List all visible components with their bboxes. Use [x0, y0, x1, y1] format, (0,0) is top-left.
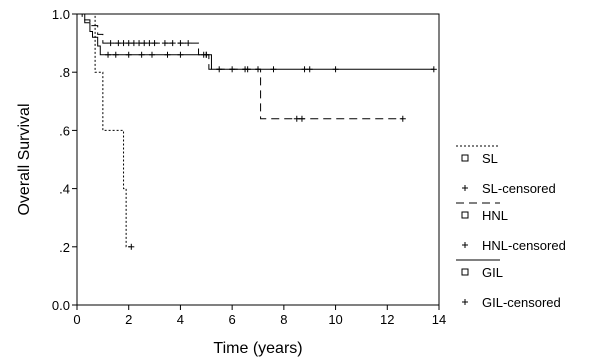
legend-square-marker	[461, 268, 469, 276]
censor-mark-gil	[306, 66, 313, 73]
y-tick-label: .6	[59, 123, 70, 138]
legend-plus-marker	[462, 242, 468, 248]
censor-mark-hnl	[151, 40, 158, 47]
legend: SL SL-censored HNL HNL-censored GIL GIL-censo…	[456, 145, 566, 310]
axis-layer: 0 2 4 6 8 10 12 14 0.0 .2 .4 .6 .8 1.0	[52, 7, 446, 327]
survival-line-sl	[77, 13, 132, 248]
y-tick-label: 0.0	[52, 298, 70, 313]
censor-mark-gil	[164, 51, 171, 58]
y-tick-label: 1.0	[52, 7, 70, 22]
censor-mark-hnl	[130, 40, 137, 47]
censor-mark-gil	[332, 66, 339, 73]
x-tick-label: 2	[125, 312, 132, 327]
y-axis-title: Overall Survival	[16, 103, 33, 215]
censor-mark-hnl	[169, 40, 176, 47]
y-tick-label: .4	[59, 182, 70, 197]
censor-mark-hnl	[293, 115, 300, 122]
plot-area	[76, 13, 440, 306]
censor-mark-sl	[128, 243, 135, 250]
legend-label-sl-censored: SL-censored	[482, 181, 556, 196]
censor-mark-gil	[112, 51, 119, 58]
x-tick-label: 10	[328, 312, 342, 327]
censor-mark-gil	[138, 51, 145, 58]
legend-label-sl: SL	[482, 151, 498, 166]
censor-mark-hnl	[146, 40, 153, 47]
censor-mark-hnl	[120, 40, 127, 47]
censor-mark-gil	[255, 66, 261, 73]
x-tick-label: 14	[432, 312, 446, 327]
censor-mark-gil	[177, 51, 184, 58]
censor-mark-hnl	[298, 115, 305, 122]
x-tick-label: 4	[177, 312, 184, 327]
censor-mark-hnl	[185, 40, 192, 47]
censor-mark-gil	[125, 51, 132, 58]
censor-mark-gil	[203, 51, 210, 58]
legend-square-marker	[461, 211, 469, 219]
censor-mark-gil	[229, 66, 236, 73]
censor-mark-gil	[430, 66, 437, 73]
censor-mark-gil	[242, 66, 249, 73]
survival-line-hnl	[77, 13, 403, 120]
x-tick-label: 6	[229, 312, 236, 327]
censor-mark-hnl	[136, 40, 143, 47]
survival-line-gil	[77, 13, 434, 70]
legend-label-gil-censored: GIL-censored	[482, 295, 561, 310]
series-layer	[77, 13, 437, 250]
x-tick-label: 12	[380, 312, 394, 327]
x-tick-label: 0	[73, 312, 80, 327]
censor-mark-gil	[301, 66, 308, 73]
censor-mark-hnl	[115, 40, 122, 47]
censor-mark-gil	[105, 51, 112, 58]
censor-mark-hnl	[161, 40, 168, 47]
censor-mark-gil	[270, 66, 277, 73]
censor-mark-hnl	[177, 40, 184, 47]
x-tick-label: 8	[280, 312, 287, 327]
legend-plus-marker	[462, 185, 468, 191]
censor-mark-hnl	[399, 115, 406, 122]
legend-square-marker	[461, 154, 469, 162]
legend-plus-marker	[462, 299, 468, 305]
censor-mark-hnl	[125, 40, 132, 47]
x-axis-title: Time (years)	[213, 340, 302, 357]
legend-label-gil: GIL	[482, 265, 503, 280]
censor-mark-gil	[216, 66, 223, 73]
y-tick-label: .8	[59, 65, 70, 80]
censor-mark-hnl	[107, 40, 114, 47]
legend-label-hnl: HNL	[482, 208, 508, 223]
y-tick-label: .2	[59, 240, 70, 255]
censor-mark-hnl	[141, 40, 148, 47]
censor-mark-gil	[148, 51, 155, 58]
legend-label-hnl-censored: HNL-censored	[482, 238, 566, 253]
